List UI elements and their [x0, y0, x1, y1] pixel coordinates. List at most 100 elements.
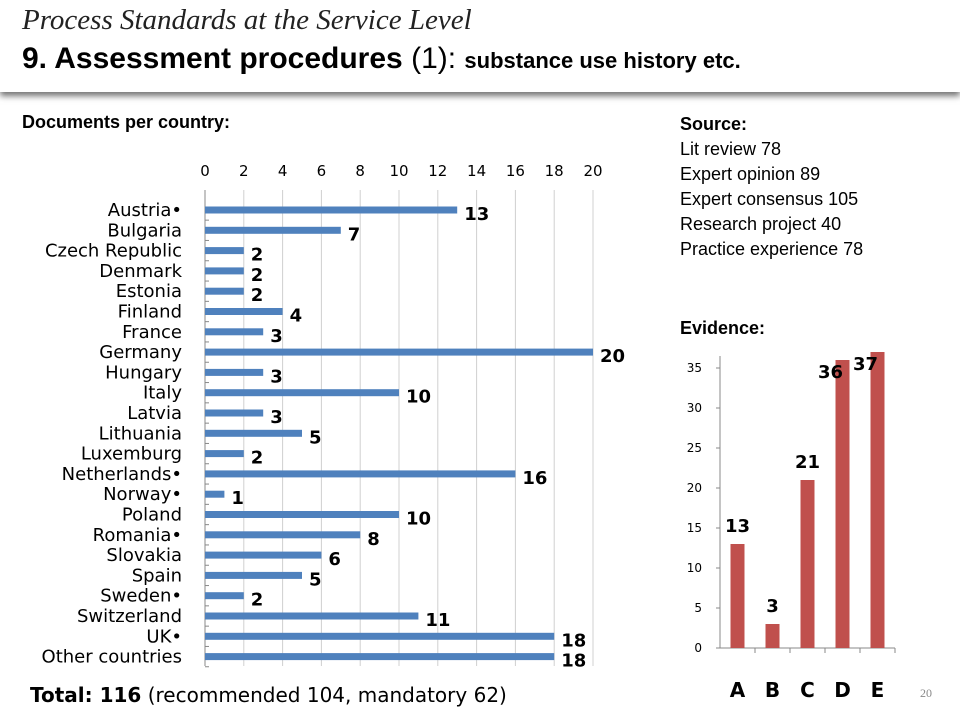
bar-sweden: [205, 592, 244, 600]
x-tick-label: 14: [467, 162, 486, 180]
data-label: 2: [251, 285, 264, 306]
category-label: Other countries: [42, 647, 182, 668]
data-label: 13: [464, 204, 489, 225]
category-label: Luxemburg: [81, 444, 182, 465]
bar-austria: [205, 206, 458, 214]
data-label: 18: [561, 651, 586, 672]
data-label: 2: [251, 245, 264, 266]
evidence-y-tick-label: 35: [687, 361, 702, 375]
data-label: 3: [270, 366, 283, 387]
slide-subtitle: 9. Assessment procedures (1): substance …: [22, 42, 741, 76]
evidence-y-tick-label: 20: [687, 481, 702, 495]
evidence-bar-d: [835, 360, 850, 648]
evidence-bar-c: [800, 480, 815, 648]
evidence-category-label: D: [834, 678, 851, 702]
bar-poland: [205, 511, 399, 518]
category-label: Poland: [122, 505, 182, 526]
evidence-data-label: 13: [725, 516, 750, 537]
category-label: Finland: [118, 302, 182, 323]
evidence-category-label: A: [730, 678, 746, 702]
evidence-bar-e: [870, 352, 885, 648]
bar-uk: [205, 632, 555, 640]
category-label: Switzerland: [77, 606, 182, 627]
x-tick-label: 12: [428, 162, 447, 180]
data-label: 4: [290, 306, 303, 327]
data-label: 10: [406, 387, 431, 408]
x-tick-label: 16: [506, 162, 525, 180]
data-label: 5: [309, 427, 322, 448]
category-label: Netherlands•: [62, 464, 182, 485]
subtitle-small: substance use history etc.: [464, 48, 741, 73]
bar-czechrepublic: [205, 247, 244, 255]
bar-latvia: [205, 409, 264, 417]
source-item: Expert opinion 89: [680, 164, 821, 184]
evidence-label: Evidence:: [680, 318, 766, 338]
page-number: 20: [920, 686, 932, 700]
evidence-y-tick-label: 5: [694, 601, 702, 615]
category-label: Italy: [143, 383, 182, 404]
category-label: Romania•: [93, 525, 182, 546]
category-label: Latvia: [127, 403, 182, 424]
bar-france: [205, 328, 264, 336]
data-label: 3: [270, 407, 283, 428]
data-label: 7: [348, 224, 361, 245]
category-label: France: [122, 322, 182, 343]
x-tick-label: 20: [583, 162, 602, 180]
category-label: Hungary: [105, 362, 182, 383]
total-rest: (recommended 104, mandatory 62): [147, 683, 507, 707]
evidence-data-label: 36: [818, 362, 843, 383]
bar-finland: [205, 308, 283, 315]
evidence-data-label: 3: [766, 596, 779, 617]
category-label: Sweden•: [100, 586, 182, 607]
data-label: 11: [425, 610, 450, 631]
bar-luxemburg: [205, 450, 244, 458]
data-label: 2: [251, 265, 264, 286]
evidence-bar-a: [730, 544, 745, 648]
total-line: Total: 116 (recommended 104, mandatory 6…: [30, 683, 507, 707]
evidence-category-label: B: [765, 678, 780, 702]
slide-title: Process Standards at the Service Level: [22, 4, 472, 36]
bar-switzerland: [205, 612, 419, 620]
evidence-data-label: 37: [853, 354, 878, 375]
source-item: Expert consensus 105: [680, 189, 859, 209]
x-tick-label: 0: [200, 162, 210, 180]
category-label: Bulgaria: [107, 220, 182, 241]
evidence-y-tick-label: 10: [687, 561, 702, 575]
header-bar: Process Standards at the Service Level 9…: [0, 0, 960, 92]
data-label: 3: [270, 326, 283, 347]
category-label: UK•: [146, 626, 182, 647]
data-label: 2: [251, 590, 264, 611]
category-label: Lithuania: [99, 423, 182, 444]
evidence-y-tick-label: 15: [687, 521, 702, 535]
x-tick-label: 6: [317, 162, 327, 180]
bar-norway: [205, 490, 225, 498]
bar-slovakia: [205, 551, 322, 559]
bar-romania: [205, 531, 361, 539]
total-bold: Total: 116: [30, 683, 142, 707]
data-label: 18: [561, 630, 586, 651]
x-tick-label: 4: [278, 162, 288, 180]
category-label: Germany: [99, 342, 182, 363]
category-label: Spain: [132, 565, 182, 586]
evidence-y-tick-label: 30: [687, 401, 702, 415]
data-label: 20: [600, 346, 625, 367]
x-tick-label: 10: [389, 162, 408, 180]
source-item: Practice experience 78: [680, 239, 864, 259]
evidence-data-label: 21: [795, 452, 820, 473]
x-tick-label: 2: [239, 162, 249, 180]
source-item: Lit review 78: [680, 139, 782, 159]
evidence-category-label: E: [871, 678, 885, 702]
bar-bulgaria: [205, 226, 341, 234]
bar-denmark: [205, 267, 244, 275]
x-tick-label: 18: [545, 162, 564, 180]
x-tick-label: 8: [355, 162, 365, 180]
bar-hungary: [205, 368, 264, 376]
category-label: Denmark: [99, 261, 182, 282]
bar-lithuania: [205, 429, 302, 437]
evidence-bar-b: [765, 624, 780, 648]
data-label: 10: [406, 509, 431, 530]
subtitle-main: 9. Assessment procedures: [22, 42, 403, 75]
source-heading: Source:: [680, 114, 748, 134]
data-label: 16: [522, 468, 547, 489]
